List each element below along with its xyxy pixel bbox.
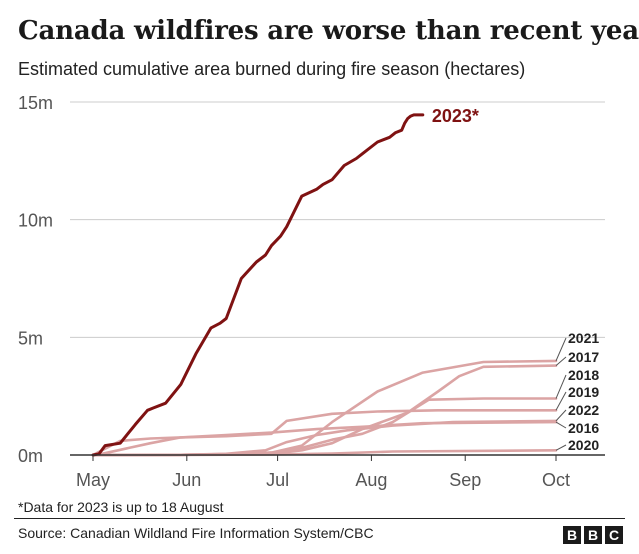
x-tick-label: Jun [172, 470, 201, 490]
leader-line [555, 337, 567, 362]
chart-subtitle: Estimated cumulative area burned during … [18, 59, 526, 79]
leader-line [555, 391, 567, 411]
leader-line [555, 356, 567, 366]
series-label-2019: 2019 [568, 384, 599, 400]
y-tick-label: 15m [18, 93, 53, 113]
x-tick-label: May [76, 470, 110, 490]
leader-line [555, 409, 567, 422]
chart-title: Canada wildfires are worse than recent y… [18, 16, 639, 46]
bbc-logo: B B C [563, 526, 623, 544]
y-tick-label: 5m [18, 328, 43, 348]
logo-letter: B [584, 526, 602, 544]
series-label-2020: 2020 [568, 437, 599, 453]
grid-lines [70, 101, 605, 338]
series-label-2023: 2023* [432, 106, 479, 126]
x-tick-label: Sep [449, 470, 481, 490]
logo-letter: B [563, 526, 581, 544]
source-note: Source: Canadian Wildland Fire Informati… [18, 525, 374, 541]
series-label-2021: 2021 [568, 330, 599, 346]
series-lines [91, 113, 558, 457]
series-label-2022: 2022 [568, 402, 599, 418]
x-tick-label: Jul [266, 470, 289, 490]
leader-line [555, 421, 567, 429]
footnote: *Data for 2023 is up to 18 August [18, 499, 224, 515]
series-label-2017: 2017 [568, 349, 599, 365]
y-tick-label: 10m [18, 211, 53, 231]
series-line-2016 [91, 420, 558, 457]
x-tick-label: Oct [542, 470, 570, 490]
logo-letter: C [605, 526, 623, 544]
series-line-2023 [91, 113, 425, 457]
y-tick-label: 0m [18, 446, 43, 466]
series-label-2016: 2016 [568, 420, 599, 436]
series-label-2018: 2018 [568, 367, 599, 383]
x-tick-label: Aug [355, 470, 387, 490]
axes: 0m 5m 10m 15m May Jun Jul Aug Sep Oct [18, 93, 605, 490]
footer-divider [14, 518, 625, 519]
leader-line [555, 444, 567, 451]
leader-line [555, 374, 567, 399]
